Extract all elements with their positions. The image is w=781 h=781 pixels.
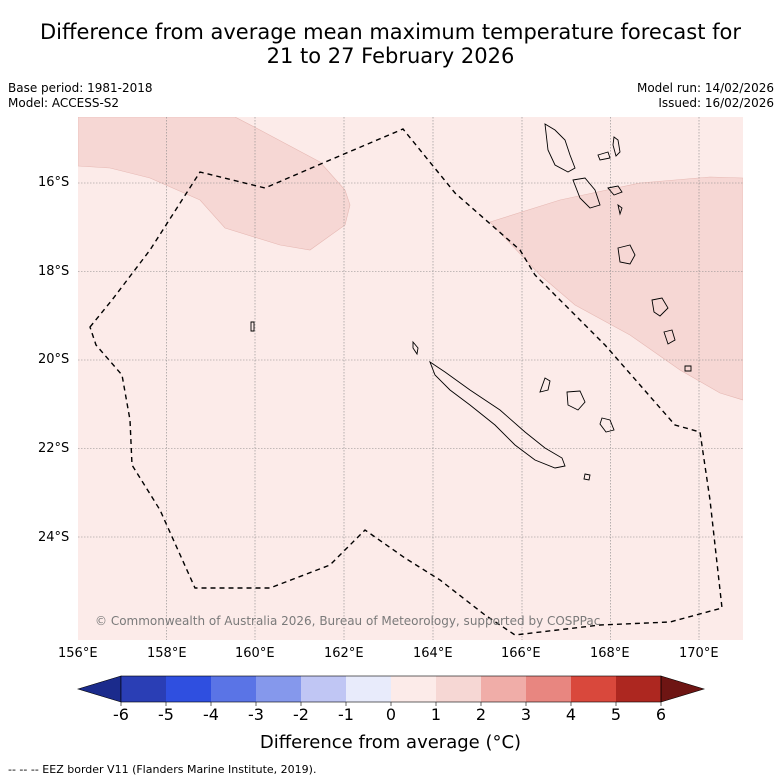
colorbar-extend-low	[76, 675, 122, 703]
eez-border	[89, 128, 723, 636]
colorbar-tick-label: 2	[475, 705, 487, 724]
colorbar-tick-label: 5	[610, 705, 622, 724]
colorbar-tick-label: 6	[655, 705, 667, 724]
lon-label: 168°E	[590, 646, 630, 661]
lat-label: 22°S	[38, 441, 70, 456]
island-lifou	[566, 390, 586, 411]
colorbar-bin	[346, 676, 391, 702]
colorbar-tick-label: 4	[565, 705, 577, 724]
colorbar-tick-label: -4	[203, 705, 219, 724]
colorbar-bin	[301, 676, 346, 702]
coastlines	[250, 123, 692, 481]
colorbar-tick-label: 0	[385, 705, 397, 724]
lat-label: 18°S	[38, 264, 70, 279]
colorbar-tick-label: -1	[338, 705, 354, 724]
colorbar-bin	[481, 676, 526, 702]
lon-label: 158°E	[147, 646, 187, 661]
colorbar-bin	[526, 676, 571, 702]
lon-label: 156°E	[58, 646, 98, 661]
issued-date: Issued: 16/02/2026	[658, 96, 774, 110]
new-caledonia-island	[429, 360, 566, 469]
island-ambrym	[607, 185, 623, 196]
colorbar	[76, 675, 706, 706]
lon-label: 166°E	[501, 646, 541, 661]
graticule	[78, 117, 743, 640]
colorbar-bin	[571, 676, 616, 702]
lon-label: 160°E	[235, 646, 275, 661]
title-line-2: 21 to 27 February 2026	[266, 44, 515, 68]
eez-legend-note: -- -- -- EEZ border V11 (Flanders Marine…	[8, 763, 317, 776]
colorbar-bin	[211, 676, 256, 702]
island-walpole	[583, 473, 591, 481]
copyright-notice: © Commonwealth of Australia 2026, Bureau…	[95, 614, 601, 628]
anomaly-region-northwest	[78, 117, 351, 251]
colorbar-tick-label: 1	[430, 705, 442, 724]
island-malekula	[572, 177, 601, 209]
island-erromango	[651, 297, 669, 317]
colorbar-extend-high	[660, 675, 706, 703]
lat-label: 24°S	[38, 530, 70, 545]
island-mare	[599, 417, 615, 433]
colorbar-bin	[121, 676, 166, 702]
colorbar-tick-label: -2	[293, 705, 309, 724]
title-line-1: Difference from average mean maximum tem…	[40, 20, 741, 44]
colorbar-tick-label: -3	[248, 705, 264, 724]
base-period: Base period: 1981-2018	[8, 81, 153, 95]
lat-label: 20°S	[38, 352, 70, 367]
island-chesterfield	[412, 340, 419, 356]
lon-label: 162°E	[324, 646, 364, 661]
island-maewo	[612, 136, 621, 157]
colorbar-bin	[436, 676, 481, 702]
lon-label: 164°E	[413, 646, 453, 661]
colorbar-bin	[391, 676, 436, 702]
colorbar-tick-label: -6	[113, 705, 129, 724]
model-name: Model: ACCESS-S2	[8, 96, 120, 110]
island-aneityum	[684, 365, 692, 372]
island-epi	[617, 203, 623, 216]
colorbar-tick-label: 3	[520, 705, 532, 724]
colorbar-bin	[616, 676, 661, 702]
colorbar-title: Difference from average (°C)	[259, 732, 522, 753]
island-bellona-reef	[250, 321, 255, 332]
colorbar-bin	[256, 676, 301, 702]
model-run: Model run: 14/02/2026	[636, 81, 774, 95]
island-espiritu-santo	[544, 123, 576, 173]
island-ambae	[597, 151, 611, 161]
lat-label: 16°S	[38, 175, 70, 190]
island-efate	[617, 244, 636, 265]
colorbar-bin	[166, 676, 211, 702]
lon-label: 170°E	[679, 646, 719, 661]
island-ouvea	[539, 377, 551, 393]
anomaly-region-east	[489, 176, 743, 401]
island-tanna	[663, 329, 676, 345]
colorbar-tick-label: -5	[158, 705, 174, 724]
